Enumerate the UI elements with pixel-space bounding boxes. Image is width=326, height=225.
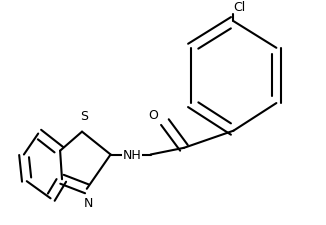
Text: Cl: Cl	[233, 0, 245, 13]
Text: N: N	[84, 197, 93, 209]
Text: O: O	[148, 108, 158, 122]
Text: NH: NH	[122, 148, 141, 161]
Text: S: S	[80, 110, 88, 123]
